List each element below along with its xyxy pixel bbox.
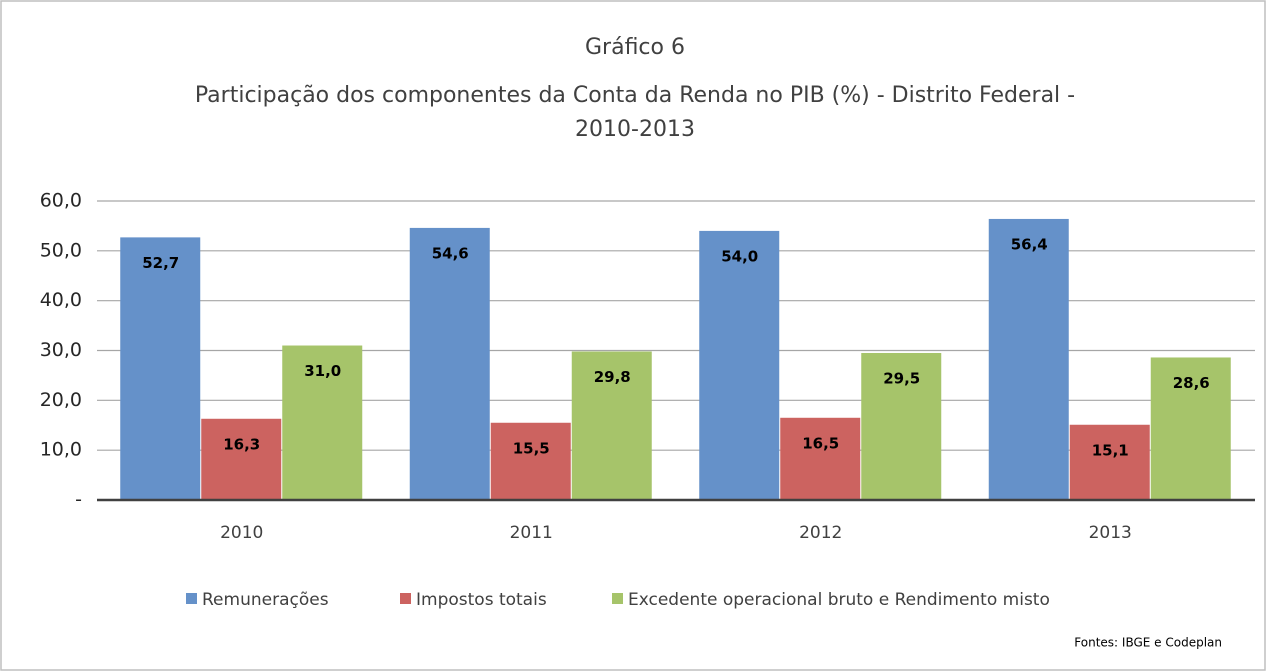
value-label: 16,3 [223,435,260,453]
value-label: 31,0 [304,362,341,380]
x-tick-label: 2010 [220,523,263,543]
chart-subtitle: Participação dos componentes da Conta da… [195,83,1075,108]
y-tick-label: 50,0 [40,239,82,261]
value-label: 15,1 [1092,441,1129,459]
value-label: 54,6 [432,244,469,262]
chart-title: Gráfico 6 [585,35,685,60]
source-note: Fontes: IBGE e Codeplan [1074,636,1222,650]
legend-swatch [400,593,411,604]
legend-label: Remunerações [202,590,329,610]
value-label: 56,4 [1011,235,1048,253]
value-label: 15,5 [513,439,550,457]
x-tick-label: 2012 [799,523,842,543]
x-tick-label: 2011 [510,523,553,543]
bar [120,237,201,500]
bar [282,345,363,500]
legend-label: Impostos totais [416,590,547,610]
bar [490,422,571,500]
bar [571,351,652,500]
bar [409,227,490,500]
y-tick-label: - [75,489,82,511]
value-label: 16,5 [802,434,839,452]
bar [1150,357,1231,500]
chart-subtitle: 2010-2013 [575,117,695,142]
bar [1069,424,1150,500]
value-label: 52,7 [142,254,179,272]
legend-label: Excedente operacional bruto e Rendimento… [628,590,1050,610]
bar [780,417,861,500]
y-tick-label: 20,0 [40,389,82,411]
y-tick-label: 40,0 [40,289,82,311]
x-tick-label: 2013 [1089,523,1132,543]
value-label: 28,6 [1173,374,1210,392]
value-label: 29,8 [594,368,631,386]
legend-swatch [186,593,197,604]
value-label: 54,0 [721,247,758,265]
y-tick-label: 10,0 [40,439,82,461]
value-label: 29,5 [883,369,920,387]
bar [988,218,1069,500]
bar [201,418,282,500]
bar [861,352,942,500]
bar [699,230,780,500]
y-tick-label: 60,0 [40,190,82,212]
legend-swatch [612,593,623,604]
y-tick-label: 30,0 [40,339,82,361]
